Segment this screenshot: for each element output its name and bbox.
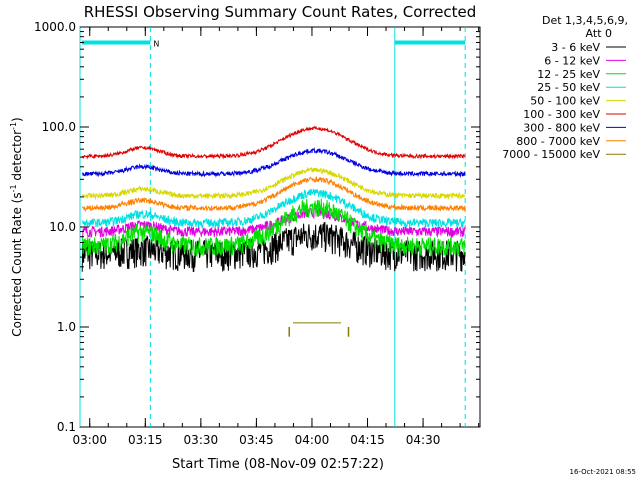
series-line-3-6-kev [81, 221, 466, 273]
legend-label-800-7000-kev: 800 - 7000 keV [516, 135, 600, 148]
night-bar-label: N [153, 39, 159, 48]
chart-title: RHESSI Observing Summary Count Rates, Co… [84, 3, 477, 21]
x-axis-label: Start Time (08-Nov-09 02:57:22) [172, 457, 384, 472]
y-tick-label: 1000.0 [34, 20, 76, 34]
x-tick-label: 03:30 [184, 433, 219, 447]
legend-label-7000-15000-kev: 7000 - 15000 keV [502, 148, 600, 161]
y-tick-label: 1.0 [57, 320, 76, 334]
y-tick-label: 100.0 [42, 120, 76, 134]
legend-label-25-50-kev: 25 - 50 keV [537, 81, 600, 94]
x-tick-label: 03:15 [128, 433, 163, 447]
y-axis-label: Corrected Count Rate (s-1 detector-1) [9, 117, 24, 336]
legend-header-line-2: Att 0 [586, 27, 612, 40]
y-tick-label: 0.1 [57, 420, 76, 434]
night-bars: N [81, 39, 466, 48]
series-line-12-25-kev [81, 198, 466, 258]
x-tick-label: 04:15 [350, 433, 385, 447]
x-tick-label: 03:45 [239, 433, 274, 447]
x-tick-label: 03:00 [72, 433, 107, 447]
y-axis: 0.1 1.0 10.0 100.0 1000.0 [34, 20, 480, 434]
attenuator-markers [288, 322, 350, 337]
legend-label-100-300-kev: 100 - 300 keV [523, 108, 600, 121]
plot-area: N [79, 26, 481, 428]
legend-label-12-25-kev: 12 - 25 keV [537, 68, 600, 81]
x-tick-label: 04:00 [295, 433, 330, 447]
timestamp: 16-Oct-2021 08:55 [570, 468, 636, 476]
series-line-50-100-kev [81, 166, 466, 200]
series-line-300-800-kev [82, 146, 466, 178]
series-lines [81, 126, 466, 273]
legend-label-3-6-kev: 3 - 6 keV [551, 41, 600, 54]
legend-label-300-800-kev: 300 - 800 keV [523, 121, 600, 134]
y-tick-label: 10.0 [49, 220, 76, 234]
x-axis: 03:00 03:15 03:30 03:45 04:00 04:15 04:30 [72, 27, 480, 447]
series-line-800-7000-kev [81, 176, 466, 213]
legend-header-line-1: Det 1,3,4,5,6,9, [542, 14, 628, 27]
legend-label-6-12-kev: 6 - 12 keV [544, 54, 600, 67]
series-line-25-50-kev [81, 188, 466, 229]
series-line-100-300-kev [81, 126, 466, 160]
legend-label-50-100-kev: 50 - 100 keV [530, 95, 600, 108]
x-tick-label: 04:30 [406, 433, 441, 447]
